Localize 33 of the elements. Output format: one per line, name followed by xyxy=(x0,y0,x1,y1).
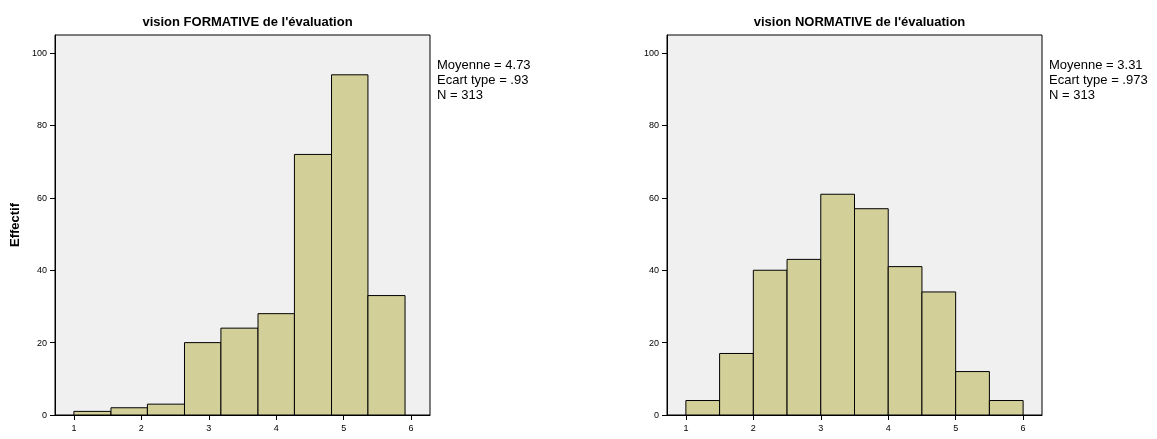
x-tick-label: 1 xyxy=(71,422,77,433)
y-tick-label: 100 xyxy=(31,48,47,59)
y-tick-label: 60 xyxy=(36,192,47,203)
x-tick-label: 6 xyxy=(1020,422,1026,433)
x-tick-label: 6 xyxy=(408,422,414,433)
x-tick-label: 3 xyxy=(206,422,212,433)
y-tick-label: 80 xyxy=(648,120,659,131)
x-tick-label: 1 xyxy=(683,422,689,433)
x-tick-label: 4 xyxy=(273,422,279,433)
y-tick-label: 80 xyxy=(36,120,47,131)
y-tick-label: 20 xyxy=(36,337,47,348)
text: Ecart type = .93 xyxy=(437,72,529,87)
x-tick-label: 2 xyxy=(138,422,144,433)
x-tick-label: 5 xyxy=(341,422,347,433)
text: Moyenne = 4.73 xyxy=(437,57,531,72)
chart-title: vision FORMATIVE de l'évaluation xyxy=(142,14,353,29)
y-axis-title: Effectif xyxy=(7,202,23,248)
text: N = 313 xyxy=(437,87,483,102)
x-tick-label: 3 xyxy=(818,422,824,433)
text: Moyenne = 3.31 xyxy=(1049,57,1143,72)
text: N = 313 xyxy=(1049,87,1095,102)
text: Ecart type = .973 xyxy=(1049,72,1148,87)
y-tick-label: 100 xyxy=(643,48,659,59)
y-tick-label: 40 xyxy=(36,265,47,276)
y-tick-label: 60 xyxy=(648,192,659,203)
y-tick-label: 0 xyxy=(653,410,659,420)
y-tick-label: 20 xyxy=(648,337,659,348)
chart-title: vision NORMATIVE de l'évaluation xyxy=(753,14,966,29)
x-tick-label: 2 xyxy=(750,422,756,433)
y-tick-label: 0 xyxy=(41,410,47,420)
y-tick-label: 40 xyxy=(648,265,659,276)
x-tick-label: 4 xyxy=(885,422,891,433)
x-tick-label: 5 xyxy=(953,422,959,433)
